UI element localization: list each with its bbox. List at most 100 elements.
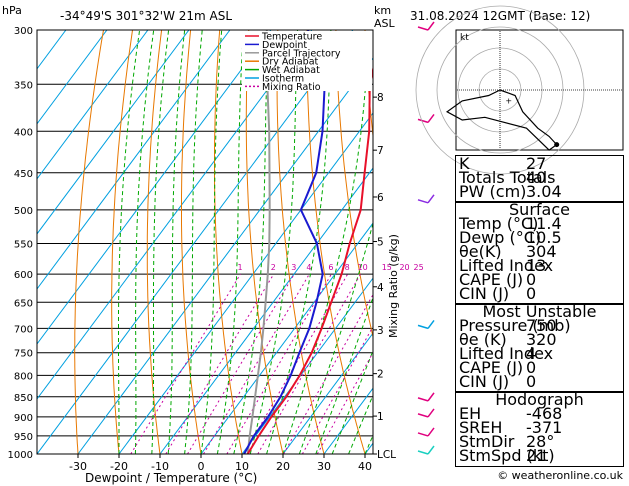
- hodograph-row: SREH -371: [459, 418, 563, 437]
- hpa-axis-label: hPa: [2, 4, 22, 17]
- hodograph-title: Hodograph: [495, 390, 584, 409]
- hodograph-table: Hodograph EH -468 SREH -371 StmDir 28° StmS…: [455, 391, 624, 467]
- wet-adiabat: [151, 30, 170, 454]
- km-tick-label: 1: [377, 411, 384, 423]
- wind-barb: [427, 427, 435, 437]
- temp-tick-label: -10: [151, 460, 169, 473]
- pressure-tick-label: 400: [14, 127, 33, 138]
- surface-row: θe(K) 304: [459, 242, 557, 261]
- wind-barb: [427, 113, 435, 123]
- mixing-ratio-line: [283, 293, 373, 454]
- surface-row: Temp (°C) 11.4: [459, 214, 562, 233]
- mixing-ratio-label: 3: [291, 263, 296, 272]
- temp-tick-label: 0: [198, 460, 205, 473]
- km-tick-label: 2: [377, 369, 384, 381]
- surface-row: CAPE (J) 0: [459, 270, 537, 289]
- pressure-tick-label: 450: [14, 169, 33, 180]
- dry-adiabat: [111, 30, 133, 454]
- temp-tick-label: -20: [110, 460, 128, 473]
- temp-tick-label: 30: [317, 460, 331, 473]
- mixing-ratio-label: 4: [306, 263, 311, 272]
- wind-barb-flag: [417, 118, 429, 124]
- wet-adiabat: [134, 30, 155, 454]
- mixing-ratio-line: [130, 273, 241, 454]
- pressure-tick-label: 550: [14, 239, 33, 250]
- dry-adiabat: [306, 30, 366, 454]
- asl-label: ASL: [374, 17, 396, 30]
- pressure-tick-label: 600: [14, 270, 33, 281]
- isotherm: [159, 167, 373, 454]
- most-unstable-table: Most Unstable Pressure (mb) 750 θe (K) 320…: [455, 303, 624, 393]
- km-tick-label: 3: [377, 325, 384, 337]
- mixing-ratio-line: [257, 273, 361, 454]
- most-unstable-row: θe (K) 320: [459, 330, 557, 349]
- most-unstable-row: CIN (J) 0: [459, 372, 537, 391]
- hodograph-row: EH -468: [459, 404, 563, 423]
- isotherm: [37, 30, 108, 125]
- pressure-tick-label: 800: [14, 371, 33, 382]
- mixing-ratio-label: 2: [271, 263, 276, 272]
- mixing-ratio-label: 20: [399, 263, 409, 272]
- surface-title: Surface: [509, 200, 570, 219]
- legend-label: Dry Adiabat: [262, 57, 319, 68]
- wind-barb: [427, 319, 435, 329]
- most-unstable-title: Most Unstable: [482, 302, 597, 321]
- wet-adiabat: [266, 30, 332, 454]
- surface-table: Surface Temp (°C) 11.4 Dewp (°C) 10.5 θe(K…: [455, 201, 624, 305]
- km-tick-label: 5: [377, 237, 384, 249]
- legend-label: Isotherm: [262, 74, 304, 85]
- pressure-tick-label: 350: [14, 80, 33, 91]
- pressure-tick-label: 700: [14, 324, 33, 335]
- hodograph-kt-label: kt: [460, 33, 469, 43]
- wet-adiabat: [315, 296, 373, 454]
- legend-label: Parcel Trajectory: [262, 48, 341, 59]
- pressure-tick-label: 850: [14, 393, 33, 404]
- dry-adiabat: [146, 30, 163, 454]
- isotherm: [37, 30, 231, 290]
- wet-adiabat: [200, 30, 223, 454]
- index-row-pw: PW (cm) 3.04: [459, 182, 562, 201]
- mixing-ratio-label: 10: [358, 263, 368, 272]
- most-unstable-row: CAPE (J) 0: [459, 358, 537, 377]
- surface-row: CIN (J) 0: [459, 284, 537, 303]
- surface-row: Dewp (°C) 10.5: [459, 228, 562, 247]
- wind-barb-flag: [417, 199, 429, 204]
- temp-tick-label: 40: [358, 460, 372, 473]
- hodograph-row: StmSpd (kt) 21: [459, 446, 555, 465]
- wind-barb-flag: [417, 324, 429, 330]
- pressure-tick-label: 650: [14, 298, 33, 309]
- mixing-ratio-line: [165, 273, 275, 454]
- mixing-ratio-line: [203, 273, 310, 454]
- pressure-tick-label: 750: [14, 349, 33, 360]
- mixing-ratio-axis-label: Mixing Ratio (g/kg): [387, 234, 400, 338]
- km-tick-label: LCL: [377, 449, 396, 461]
- pressure-tick-label: 500: [14, 206, 33, 217]
- indices-table: K 27 Totals Totals 40 PW (cm) 3.04: [455, 155, 624, 203]
- pressure-tick-label: 300: [14, 26, 33, 37]
- parcel-trajectory-line: [246, 30, 271, 454]
- isotherm: [200, 222, 373, 454]
- isotherm: [282, 332, 373, 454]
- temp-tick-label: 20: [276, 460, 290, 473]
- copyright: © weatheronline.co.uk: [497, 469, 623, 482]
- wind-barb: [427, 408, 435, 418]
- mixing-ratio-label: 6: [328, 263, 333, 272]
- km-tick-label: 4: [377, 282, 384, 294]
- isotherm: [77, 57, 373, 454]
- wind-barbs: [417, 21, 435, 455]
- wind-barb: [427, 194, 435, 204]
- wet-adiabat: [249, 30, 298, 454]
- most-unstable-row: Lifted Index 4: [459, 344, 554, 363]
- pressure-tick-label: 950: [14, 432, 33, 443]
- wind-barb-flag: [417, 397, 429, 402]
- wind-barb: [427, 392, 435, 402]
- wind-barb-flag: [417, 26, 429, 31]
- mixing-ratio-line: [226, 273, 332, 454]
- wind-barb-flag: [417, 413, 429, 418]
- legend-box: [242, 31, 372, 91]
- dry-adiabat: [214, 30, 243, 454]
- isotherm: [37, 30, 149, 180]
- legend-label: Temperature: [261, 32, 322, 43]
- mixing-ratio-line: [187, 273, 295, 454]
